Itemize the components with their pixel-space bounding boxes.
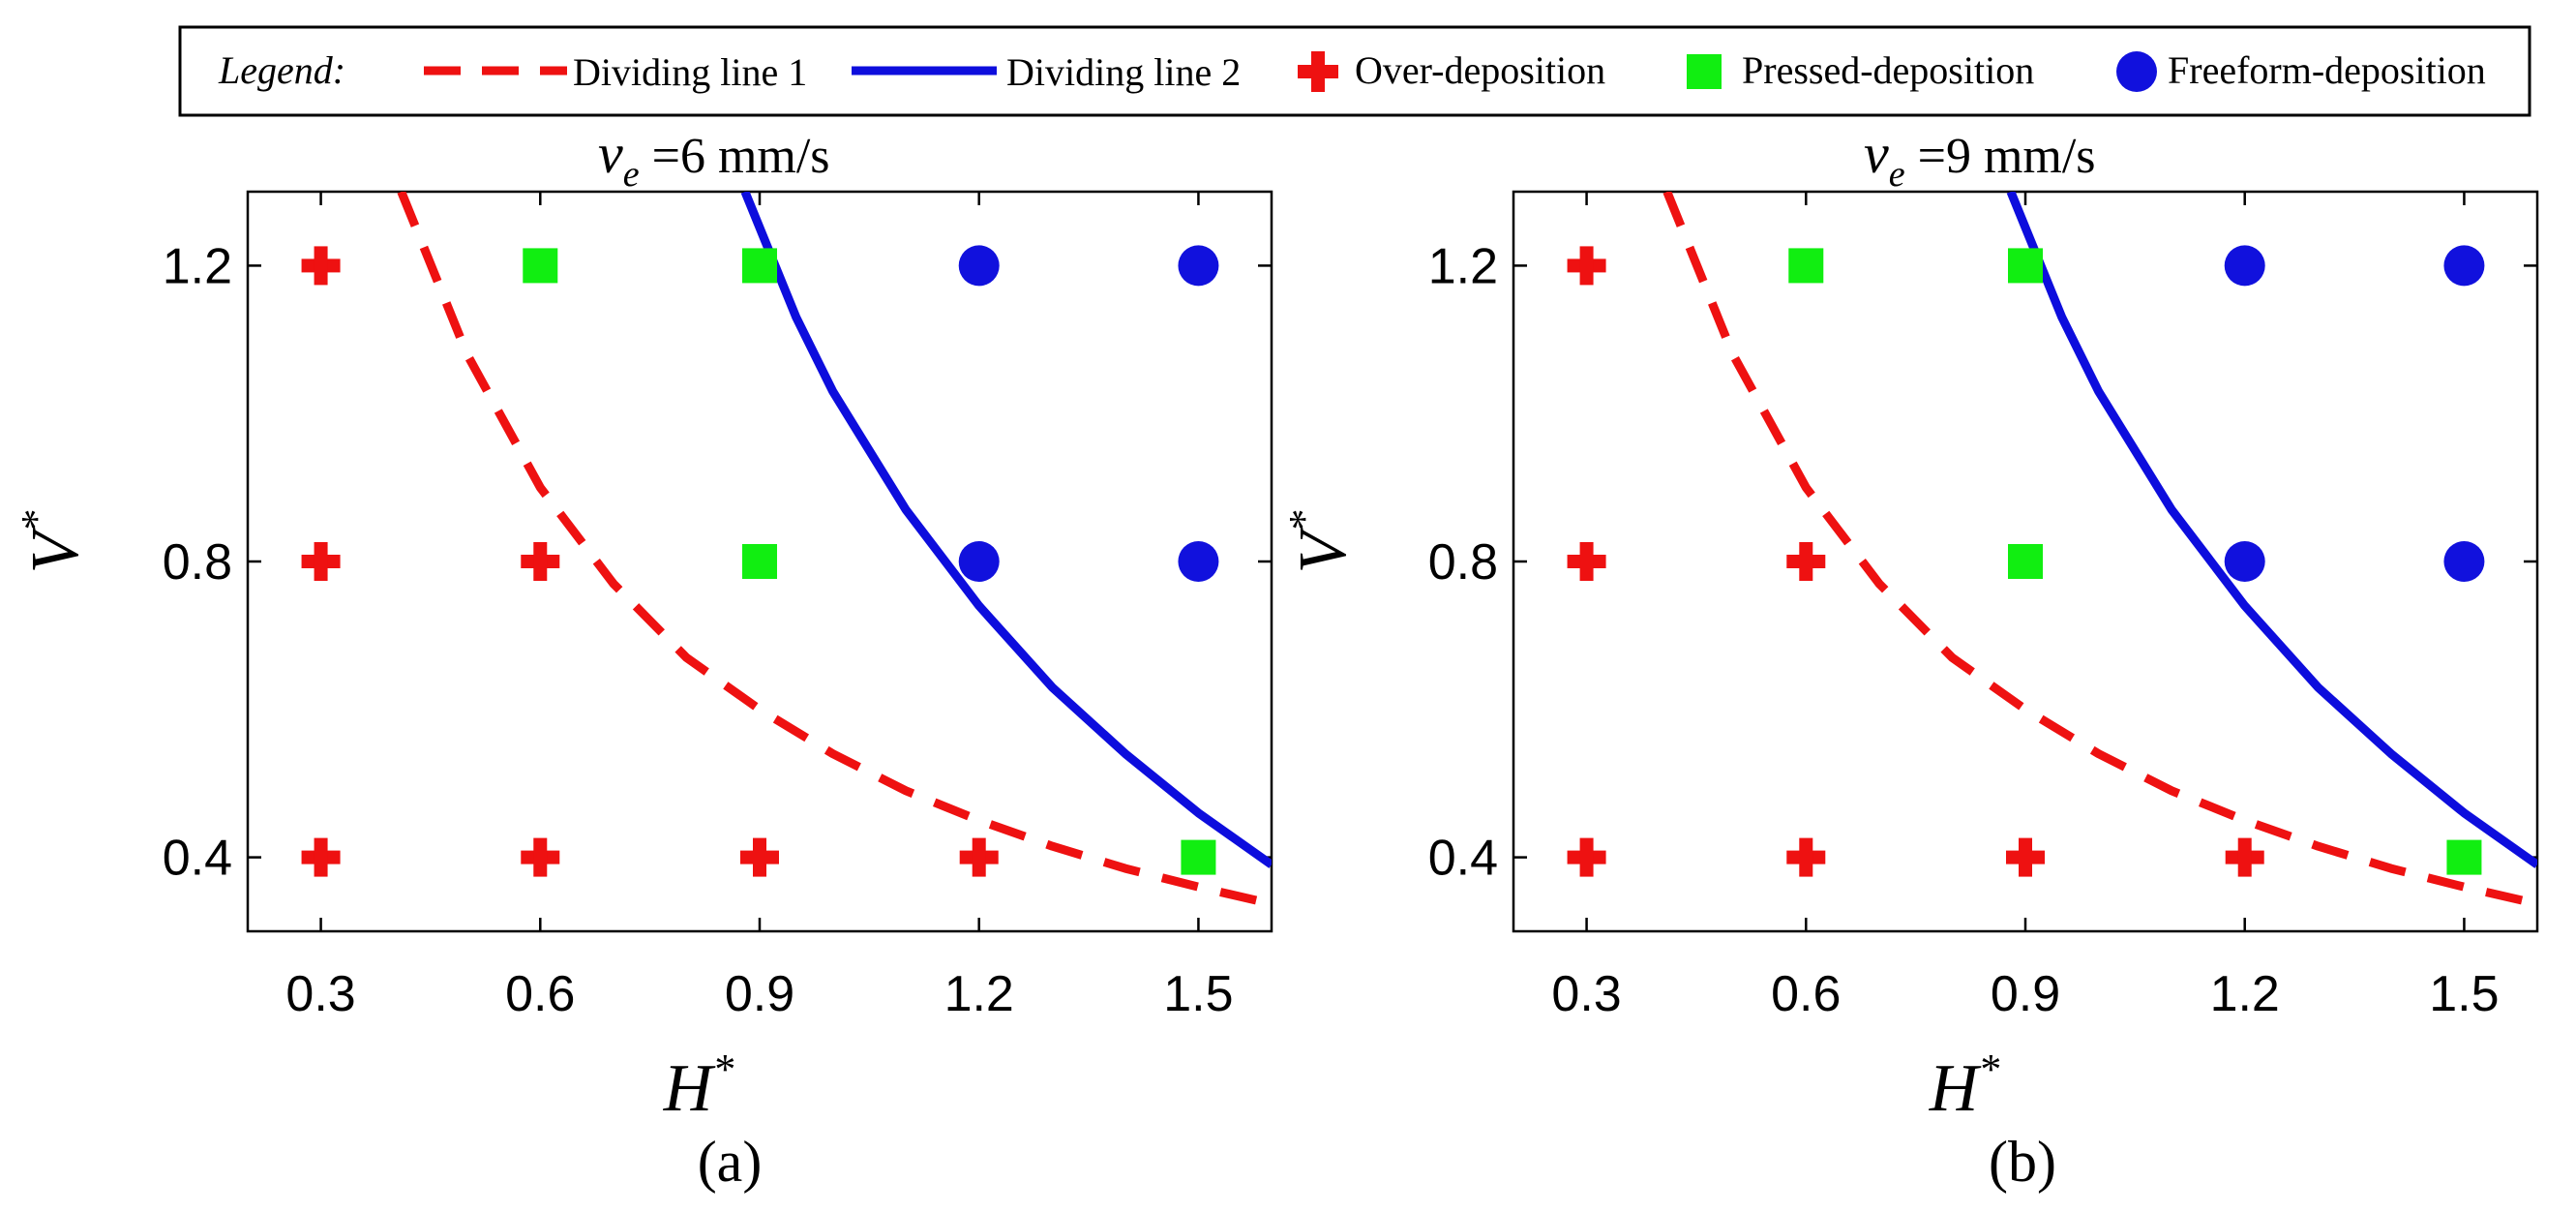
panel-b-over-deposition-point (1567, 837, 1606, 877)
panel-a-dividing-line-2 (740, 192, 1272, 868)
panel-b-over-deposition-point (1786, 542, 1826, 581)
panel-a-pressed-deposition-point (742, 248, 777, 284)
panel-b-xlabel-superscript: * (1978, 1046, 1999, 1093)
panel-b-title-text: =9 mm/s (1905, 129, 2096, 184)
legend-plus-marker (1298, 51, 1338, 92)
panel-b-title: ve =9 mm/s (1864, 122, 2096, 195)
panel-a-pressed-deposition-point (1181, 839, 1216, 875)
panel-a-over-deposition-point (301, 837, 341, 877)
panel-b-over-deposition-point (2225, 837, 2264, 877)
panel-b-freeform-deposition-point (2443, 245, 2485, 287)
panel-a-over-deposition-point (959, 837, 999, 877)
panel-b-over-deposition-point (1567, 542, 1606, 581)
panel-b-xtick-label: 1.2 (2210, 966, 2280, 1022)
panel-a-xlabel-symbol: H (663, 1051, 716, 1126)
panel-a-freeform-deposition-point (1178, 541, 1219, 582)
panel-a-title-subscript: e (623, 154, 640, 195)
legend-circle-marker (2116, 51, 2157, 92)
panel-a-freeform-deposition-point (958, 245, 1000, 287)
panel-a-freeform-deposition-point (958, 541, 1000, 582)
panel-b-pressed-deposition-point (2008, 248, 2043, 284)
panel-b-label: (b) (1989, 1130, 2056, 1194)
panel-a-over-deposition-point (740, 837, 779, 877)
legend-label-dividing-line-2: Dividing line 2 (1006, 50, 1241, 94)
panel-a-xtick-label: 1.5 (1163, 966, 1233, 1022)
legend-title: Legend: (218, 48, 345, 92)
panel-b-ytick-label: 0.4 (1428, 831, 1498, 887)
panel-a-over-deposition-point (521, 542, 560, 581)
panel-b-title-symbol: v (1864, 122, 1889, 185)
legend-label-pressed-deposition: Pressed-deposition (1742, 48, 2034, 92)
panel-b-title-subscript: e (1889, 154, 1905, 195)
panel-b-pressed-deposition-point (1788, 248, 1824, 284)
panel-b-freeform-deposition-point (2224, 245, 2265, 287)
legend: Legend: Dividing line 1 Dividing line 2 … (178, 25, 2531, 117)
panel-b-over-deposition-point (2006, 837, 2045, 877)
panel-a-pressed-deposition-point (523, 248, 558, 284)
panel-a-ylabel-symbol: V (18, 525, 93, 573)
panel-b-dividing-line-2 (2006, 192, 2537, 868)
legend-label-freeform-deposition: Freeform-deposition (2168, 48, 2486, 92)
panel-b-freeform-deposition-point (2443, 541, 2485, 582)
panel-a-over-deposition-point (301, 542, 341, 581)
panel-a-ylabel: V* (13, 511, 93, 574)
legend-label-dividing-line-1: Dividing line 1 (573, 50, 807, 94)
panel-b: ve =9 mm/s 0.3 0.6 0.9 1.2 1.50.40.81.2 H* V… (1280, 122, 2539, 1194)
panel-b-ylabel-superscript: * (1280, 511, 1328, 532)
panel-b-xtick-label: 1.5 (2429, 966, 2499, 1022)
panel-a-over-deposition-point (301, 246, 341, 286)
panel-a-ytick-label: 0.8 (163, 534, 232, 591)
panel-a-ytick-label: 0.4 (163, 831, 232, 887)
panel-b-ylabel-symbol: V (1286, 525, 1361, 573)
panel-a-ytick-label: 1.2 (163, 238, 232, 294)
panel-a-xlabel-superscript: * (712, 1046, 734, 1093)
panel-b-xtick-label: 0.6 (1771, 966, 1841, 1022)
panel-b-xtick-label: 0.3 (1551, 966, 1621, 1022)
panel-a-dividing-line-1 (397, 192, 1272, 909)
panel-b-plot-area: 0.3 0.6 0.9 1.2 1.5 0.4 0.8 1.2 (1428, 190, 2539, 1022)
panel-a-pressed-deposition-point (742, 544, 777, 579)
panel-a-xlabel: H* (663, 1046, 734, 1126)
panel-a: ve =6 mm/s 0.3 0.6 0.9 1.2 1.50.40.81.2 H* V… (13, 122, 1273, 1194)
panel-b-over-deposition-point (1567, 246, 1606, 286)
panel-a-title-text: =6 mm/s (640, 129, 830, 184)
panel-a-freeform-deposition-point (1178, 245, 1219, 287)
legend-square-marker (1687, 54, 1722, 89)
panel-b-freeform-deposition-point (2224, 541, 2265, 582)
panel-a-title-symbol: v (598, 122, 623, 185)
panel-a-xtick-label: 0.6 (505, 966, 575, 1022)
panel-b-xlabel: H* (1929, 1046, 2000, 1126)
panel-b-ytick-label: 1.2 (1428, 238, 1498, 294)
panel-a-title: ve =6 mm/s (598, 122, 830, 195)
panel-b-ytick-label: 0.8 (1428, 534, 1498, 591)
panel-a-xtick-label: 1.2 (944, 966, 1014, 1022)
panel-b-over-deposition-point (1786, 837, 1826, 877)
panel-b-xlabel-symbol: H (1929, 1051, 1982, 1126)
panel-a-over-deposition-point (521, 837, 560, 877)
panel-b-dividing-line-1 (1662, 192, 2537, 909)
panel-a-plot-area: 0.3 0.6 0.9 1.2 1.5 0.4 0.8 1.2 (163, 190, 1273, 1022)
panel-a-label: (a) (698, 1130, 763, 1194)
panel-a-xtick-label: 0.3 (285, 966, 355, 1022)
panel-b-pressed-deposition-point (2008, 544, 2043, 579)
panel-b-ylabel: V* (1280, 511, 1361, 574)
panel-b-pressed-deposition-point (2446, 839, 2482, 875)
legend-label-over-deposition: Over-deposition (1355, 48, 1605, 92)
panel-b-xtick-label: 0.9 (1991, 966, 2060, 1022)
panel-a-ylabel-superscript: * (13, 511, 60, 532)
panel-a-xtick-label: 0.9 (725, 966, 794, 1022)
